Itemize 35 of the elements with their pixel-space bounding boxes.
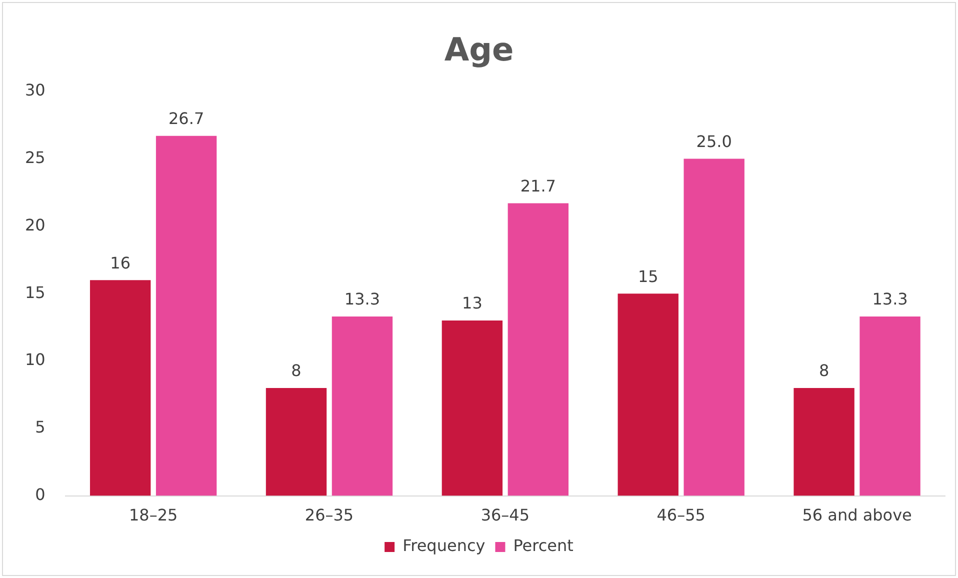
- y-tick-label: 5: [35, 418, 46, 437]
- x-tick-label: 46–55: [656, 506, 706, 525]
- data-label: 8: [818, 361, 830, 380]
- y-tick-label: 10: [25, 350, 46, 370]
- y-tick-label: 0: [35, 484, 46, 504]
- data-label: 13.3: [872, 290, 908, 309]
- data-label: 26.7: [168, 109, 204, 128]
- data-label: 25.0: [696, 132, 732, 151]
- x-tick-label: 26–35: [304, 506, 354, 525]
- y-tick-label: 25: [25, 148, 46, 167]
- data-label: 16: [110, 253, 131, 272]
- bar: [90, 280, 151, 496]
- bar: [508, 203, 569, 496]
- bar: [618, 294, 678, 496]
- x-tick-label: 36–45: [480, 506, 530, 525]
- bar: [442, 320, 503, 496]
- x-tick-label: 56 and above: [802, 506, 912, 525]
- y-tick-label: 30: [25, 80, 46, 100]
- data-label: 8: [291, 361, 302, 380]
- data-label: 13.3: [344, 290, 380, 309]
- data-label: 13: [462, 294, 482, 313]
- bar: [332, 316, 393, 496]
- legend-label: Frequency: [402, 536, 486, 556]
- bar: [684, 158, 744, 496]
- bar: [860, 316, 920, 496]
- legend-label: Percent: [513, 536, 574, 556]
- chart-title: Age: [444, 30, 514, 69]
- y-tick-label: 20: [25, 215, 46, 234]
- x-tick-label: 18–25: [128, 506, 178, 525]
- y-tick-label: 15: [25, 282, 46, 302]
- bar: [794, 388, 854, 496]
- data-label: 15: [638, 266, 658, 286]
- bar: [266, 388, 327, 496]
- data-label: 21.7: [520, 176, 556, 196]
- bar: [156, 136, 217, 496]
